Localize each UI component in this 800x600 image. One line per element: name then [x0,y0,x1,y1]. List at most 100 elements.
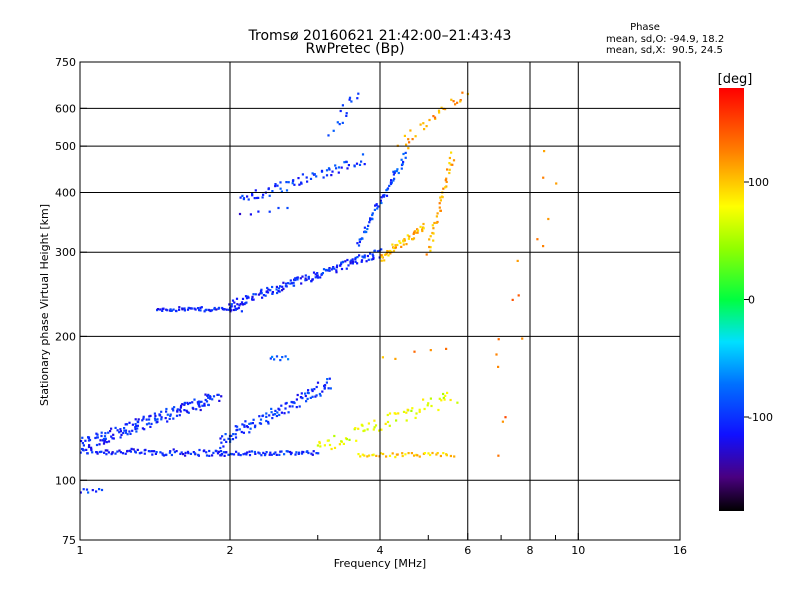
data-point-s0-g1 [150,422,153,425]
data-point-s0-g2 [279,450,282,453]
data-point-s0-g0 [140,451,143,454]
data-point-s1-g0 [427,402,430,405]
y-tick-label: 100 [55,474,76,487]
data-point-s0-g5 [190,307,193,310]
data-point-s1-g3 [432,239,435,242]
data-point-s0-g6 [354,260,357,263]
data-point-s0-g0 [180,451,183,454]
data-point-s0-g0 [148,450,151,453]
data-point-s0-g1 [186,401,189,404]
data-point-s0-g6 [328,267,331,270]
data-point-s1-g3 [439,209,442,212]
data-point-s0-g3 [291,405,294,408]
data-point-s1-g0 [366,428,369,431]
data-point-s0-g1 [124,429,128,432]
data-point-s0-g1 [80,439,83,443]
data-point-s0-g0 [193,452,197,455]
data-point-s1-g5 [504,416,507,419]
data-point-s0-g1 [145,423,149,426]
data-point-s0-g1 [165,410,168,413]
data-point-s0-g2 [311,453,314,456]
data-point-s0-g8 [396,168,399,171]
x-tick-label: 1 [77,544,84,557]
data-point-s0-g1 [198,400,201,403]
data-point-s0-g2 [280,450,283,453]
data-point-s1-g4 [450,98,453,101]
data-point-s0-g8 [393,177,396,180]
data-point-s1-g3 [452,159,456,162]
data-point-s0-g1 [126,433,129,436]
data-point-s0-g6 [311,278,314,281]
data-point-s0-g1 [178,414,181,417]
data-point-s0-g6 [236,303,239,306]
data-point-s0-g3 [287,411,290,414]
data-point-s0-g6 [260,292,263,295]
data-point-s0-g3 [271,417,274,420]
data-point-s0-g3 [307,392,310,395]
data-point-s0-g6 [252,298,255,301]
data-point-s0-g1 [165,407,168,411]
data-point-s0-g0 [104,449,107,452]
data-point-s0-g7 [315,175,318,178]
data-point-s0-g0 [212,451,215,454]
data-point-s0-g6 [328,269,331,272]
data-point-s0-g2 [245,453,248,456]
data-point-s1-g6 [429,349,432,352]
data-point-s0-g3 [277,407,280,410]
data-point-s0-g1 [199,408,202,412]
data-point-s0-g3 [241,423,244,426]
data-point-s1-g3 [445,177,448,180]
data-point-s0-g0 [151,453,154,456]
data-point-s1-g0 [438,397,441,400]
data-point-s1-g3 [439,196,442,199]
data-point-s0-g6 [340,267,344,271]
data-point-s1-g2 [412,237,416,240]
data-point-s0-g1 [189,401,192,405]
data-point-s0-g6 [350,259,353,262]
data-point-s0-g3 [222,445,225,448]
data-point-s1-g2 [412,232,415,235]
data-point-s0-g1 [128,421,131,424]
data-point-s0-g3 [249,422,252,425]
data-point-s0-g6 [247,296,250,299]
data-point-s0-g0 [165,453,168,456]
data-point-s0-g6 [344,260,347,263]
data-point-s0-g3 [319,394,322,397]
data-point-s0-g1 [154,414,157,417]
data-point-s0-g6 [257,293,260,296]
data-point-s1-g1 [368,454,371,457]
data-point-s0-g0 [223,454,226,457]
data-point-s0-g5 [227,308,230,311]
data-point-s1-g1 [394,456,397,459]
data-point-s0-g3 [291,401,294,404]
data-point-s0-g2 [312,450,315,453]
data-point-s1-g0 [444,394,447,397]
data-point-s0-g8 [404,156,407,159]
data-point-s0-g5 [240,310,243,313]
data-point-s0-g1 [171,407,174,410]
data-point-s1-g0 [318,440,321,444]
data-point-s0-g3 [310,388,313,391]
data-point-s0-g6 [333,267,336,270]
data-point-s1-g3 [429,249,432,252]
data-point-s0-g8 [358,240,361,244]
data-point-s0-g6 [314,273,317,276]
data-point-s1-g5 [516,259,519,262]
data-point-s1-g2 [385,253,388,256]
data-point-s0-g0 [134,451,137,454]
data-point-s0-g1 [175,414,179,417]
data-point-s0-g7 [337,171,340,174]
data-point-s0-g2 [263,454,267,457]
data-point-s0-g6 [261,296,264,299]
data-point-s0-g1 [145,418,148,421]
data-point-s0-g3 [296,393,299,397]
data-point-s0-g6 [294,277,297,280]
data-point-s0-g1 [164,417,167,420]
data-point-s0-g1 [181,403,184,406]
data-point-s1-g0 [446,391,449,394]
data-point-s0-g6 [289,282,292,285]
data-point-s1-g2 [413,230,416,233]
data-point-s0-g6 [336,264,339,267]
data-point-s0-g7 [330,174,333,177]
x-tick-label: 8 [527,544,534,557]
